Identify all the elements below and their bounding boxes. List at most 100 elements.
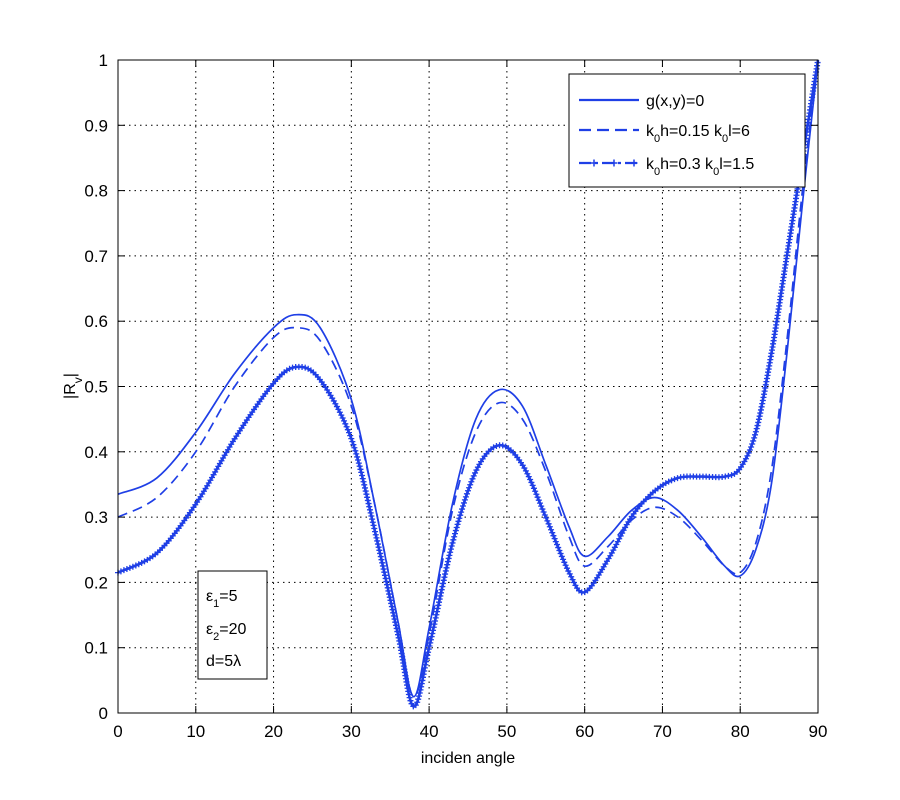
series-marker <box>429 630 436 637</box>
series-marker <box>560 556 567 563</box>
series-marker <box>391 616 398 623</box>
legend-marker <box>630 159 638 167</box>
series-marker <box>434 605 441 612</box>
series-1 <box>117 59 819 698</box>
series-marker <box>126 564 133 571</box>
series-marker <box>123 566 130 573</box>
series-marker <box>444 558 451 565</box>
series-marker <box>539 506 546 513</box>
series-marker <box>395 631 402 638</box>
x-tick-label: 50 <box>497 722 516 741</box>
series-marker <box>557 550 564 557</box>
series-marker <box>543 514 550 521</box>
series-marker <box>459 502 466 509</box>
series-marker <box>466 484 473 491</box>
series-marker <box>406 694 413 701</box>
series-marker <box>369 519 376 526</box>
series-marker <box>532 488 539 495</box>
series-marker <box>754 422 761 429</box>
annotation-line-3: d=5λ <box>206 653 241 670</box>
x-tick-label: 70 <box>653 722 672 741</box>
series-marker <box>445 555 452 562</box>
parameter-annotation: ε1=5 ε2=20 d=5λ <box>197 570 268 680</box>
annotation-box <box>197 570 268 680</box>
series-marker <box>390 609 397 616</box>
x-axis-label: inciden angle <box>421 750 515 767</box>
series-marker <box>355 460 362 467</box>
series-marker <box>554 541 561 548</box>
series-marker <box>416 693 423 700</box>
series-marker <box>530 485 537 492</box>
series-marker <box>375 544 382 551</box>
series-marker <box>367 509 374 516</box>
series-marker <box>129 563 136 570</box>
series-marker <box>384 584 391 591</box>
annotation-line-2: ε2=20 <box>206 621 247 643</box>
series-marker <box>755 419 762 426</box>
series-marker <box>464 487 471 494</box>
series-marker <box>456 515 463 522</box>
series-marker <box>443 564 450 571</box>
series-marker <box>555 544 562 551</box>
y-tick-label: 0.6 <box>84 312 108 331</box>
legend-label-2: k0h=0.15 k0l=6 <box>646 123 750 145</box>
series-marker <box>430 627 437 634</box>
series-marker <box>452 530 459 537</box>
series-marker <box>442 567 449 574</box>
series-marker <box>378 556 385 563</box>
series-marker <box>453 524 460 531</box>
series-marker <box>347 432 354 439</box>
series-marker <box>428 633 435 640</box>
series-marker <box>362 488 369 495</box>
series-marker <box>430 624 437 631</box>
series-marker <box>432 614 439 621</box>
series-marker <box>384 581 391 588</box>
series-marker <box>752 428 759 435</box>
legend: g(x,y)=0 k0h=0.15 k0l=6 k0h=0.3 k0l=1.5 <box>568 73 806 188</box>
series-marker <box>132 562 139 569</box>
series-marker <box>671 476 678 483</box>
series-marker <box>459 506 466 513</box>
series-marker <box>379 559 386 566</box>
series-marker <box>442 571 449 578</box>
series-marker <box>361 484 368 491</box>
series-marker <box>423 655 430 662</box>
series-marker <box>416 689 423 696</box>
series-marker <box>528 479 535 486</box>
series-marker <box>393 625 400 632</box>
series-marker <box>752 431 759 438</box>
series-marker <box>467 481 474 488</box>
series-marker <box>120 567 127 574</box>
series-marker <box>725 472 732 479</box>
series-marker <box>383 578 390 585</box>
series-marker <box>535 497 542 504</box>
series-marker <box>302 364 309 371</box>
series-marker <box>381 572 388 579</box>
series-marker <box>372 531 379 538</box>
series-marker <box>427 636 434 643</box>
ticks <box>117 59 819 714</box>
x-tick-label: 20 <box>264 722 283 741</box>
x-tick-label: 90 <box>809 722 828 741</box>
series-marker <box>728 472 735 479</box>
y-tick-label: 1 <box>99 51 108 70</box>
series-marker <box>286 365 293 372</box>
x-tick-label: 40 <box>420 722 439 741</box>
series-marker <box>353 450 360 457</box>
series-marker <box>359 472 366 479</box>
y-tick-label: 0.4 <box>84 443 108 462</box>
series-marker <box>447 549 454 556</box>
series-marker <box>370 522 377 529</box>
series-marker <box>534 494 541 501</box>
y-tick-labels: 0 0.1 0.2 0.3 0.4 0.5 0.6 0.7 0.8 0.9 1 <box>84 51 108 723</box>
series-marker <box>354 457 361 464</box>
x-tick-label: 10 <box>186 722 205 741</box>
series-marker <box>346 429 353 436</box>
series-marker <box>548 526 555 533</box>
series-marker <box>386 591 393 598</box>
series-marker <box>529 482 536 489</box>
series-marker <box>750 437 757 444</box>
series-marker <box>388 603 395 610</box>
series-marker <box>452 527 459 534</box>
series-marker <box>751 434 758 441</box>
